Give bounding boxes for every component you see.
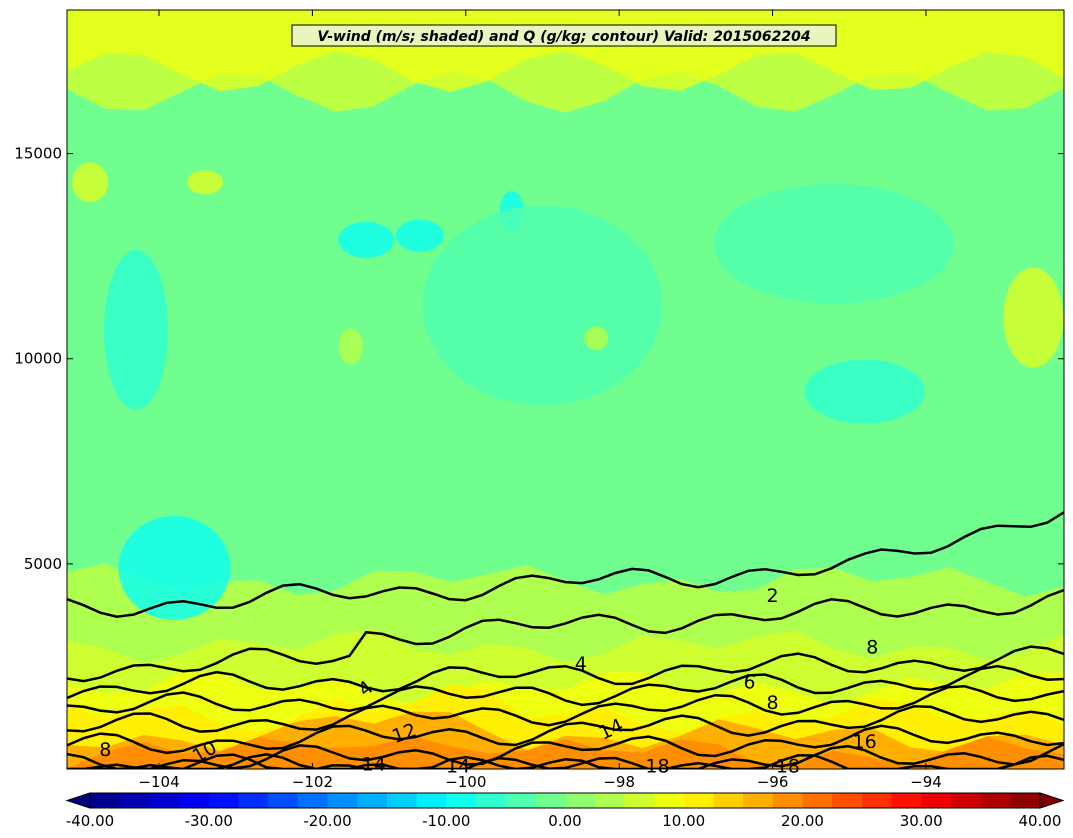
contour-label: 18: [645, 755, 669, 777]
colorbar-segment: [772, 793, 804, 808]
colorbar-segment: [743, 793, 774, 808]
colorbar-segment: [475, 793, 507, 808]
colorbar-min-extend: [65, 792, 91, 809]
shading-blob: [104, 250, 169, 411]
colorbar-tick-label: 30.00: [900, 812, 943, 830]
colorbar-segment: [179, 793, 210, 808]
contour-line: [67, 511, 1064, 618]
y-tick-label: 10000: [14, 350, 62, 368]
chart-title-box: V-wind (m/s; shaded) and Q (g/kg; contou…: [291, 24, 837, 47]
colorbar-segment: [386, 793, 418, 808]
colorbar-segment: [238, 793, 269, 808]
colorbar-segment: [594, 793, 625, 808]
colorbar-tick-label: 40.00: [1019, 812, 1062, 830]
contour-label: 14: [446, 755, 470, 777]
contour-label: 16: [853, 731, 877, 753]
colorbar-tick-label: 0.00: [548, 812, 581, 830]
contour-line: [67, 684, 1064, 733]
contour-line: [67, 645, 1064, 700]
colorbar-segment: [416, 793, 447, 808]
x-tick-label: −98: [603, 773, 635, 791]
contour-line: [67, 753, 1064, 769]
contour-line: [67, 742, 1064, 769]
colorbar-tick-label: 20.00: [781, 812, 824, 830]
contour-label: 4: [575, 653, 587, 675]
colorbar-segment: [149, 793, 180, 808]
colorbar-segment: [357, 793, 388, 808]
colorbar-segment: [327, 793, 358, 808]
x-tick-label: −100: [445, 773, 486, 791]
contour-line: [67, 588, 1064, 683]
chart-title: V-wind (m/s; shaded) and Q (g/kg; contou…: [317, 29, 810, 45]
colorbar-tick-label: 10.00: [662, 812, 705, 830]
moisture-contours: [67, 511, 1064, 769]
colorbar-segment: [1010, 793, 1041, 808]
colorbar-tick-label: -40.00: [66, 812, 114, 830]
shading-blob: [422, 205, 663, 406]
colorbar-max-extend: [1039, 792, 1065, 809]
shading-blob: [584, 326, 609, 351]
contour-label: 8: [99, 739, 111, 761]
colorbar-segment: [119, 793, 150, 808]
colorbar-segment: [565, 793, 596, 808]
colorbar-tick-label: -20.00: [303, 812, 351, 830]
contour-label: 6: [742, 670, 758, 694]
colorbar-segment: [683, 793, 715, 808]
contour-label: 14: [362, 753, 386, 775]
x-tick-label: −94: [910, 773, 942, 791]
shading-blob: [118, 515, 231, 620]
shading-blob: [187, 170, 224, 195]
contour-line: [67, 724, 1064, 769]
y-tick-label: 15000: [14, 145, 62, 163]
colorbar-segment: [446, 793, 477, 808]
shading-blob: [72, 162, 109, 203]
x-tick-label: −102: [292, 773, 333, 791]
contour-label: 18: [776, 755, 800, 777]
y-tick-label: 5000: [24, 555, 62, 573]
shading-blob: [338, 221, 395, 258]
colorbar-segment: [861, 793, 893, 808]
contour-label: 8: [866, 636, 878, 658]
colorbar-segment: [891, 793, 922, 808]
colorbar-frame: [89, 792, 1041, 809]
colorbar-segment: [624, 793, 655, 808]
shading-blob: [338, 328, 363, 365]
x-tick-label: −96: [757, 773, 789, 791]
contour-line: [67, 704, 1064, 755]
vwind-shading: [67, 10, 1064, 769]
colorbar-segment: [268, 793, 299, 808]
plot-frame: [66, 9, 1065, 770]
shading-blob: [395, 219, 444, 252]
colorbar-segment: [208, 793, 240, 808]
shading-band: [67, 735, 1064, 769]
colorbar-segment: [297, 793, 329, 808]
contour-label: 8: [767, 692, 779, 714]
colorbar-segment: [654, 793, 685, 808]
contour-label: 2: [767, 585, 779, 607]
colorbar-segment: [535, 793, 566, 808]
shading-blob: [804, 359, 925, 424]
shading-blob: [1003, 267, 1064, 368]
colorbar-segment: [921, 793, 952, 808]
shading-blob: [713, 183, 954, 304]
colorbar-segment: [980, 793, 1011, 808]
colorbar-segment: [832, 793, 863, 808]
colorbar: -40.00 -30.00 -20.00 -10.00 0.00 10.00 20.00 30…: [65, 792, 1065, 830]
colorbar-segment: [950, 793, 982, 808]
y-axis: 5000 10000 15000: [14, 145, 1064, 573]
colorbar-segment: [505, 793, 536, 808]
colorbar-segment: [713, 793, 744, 808]
x-axis: −104 −102 −100 −98 −96 −94: [138, 10, 942, 791]
x-tick-label: −104: [138, 773, 179, 791]
colorbar-tick-label: -30.00: [185, 812, 233, 830]
contour-line: [67, 664, 1064, 714]
colorbar-segment: [802, 793, 833, 808]
colorbar-tick-label: -10.00: [422, 812, 470, 830]
colorbar-segment: [90, 793, 121, 808]
